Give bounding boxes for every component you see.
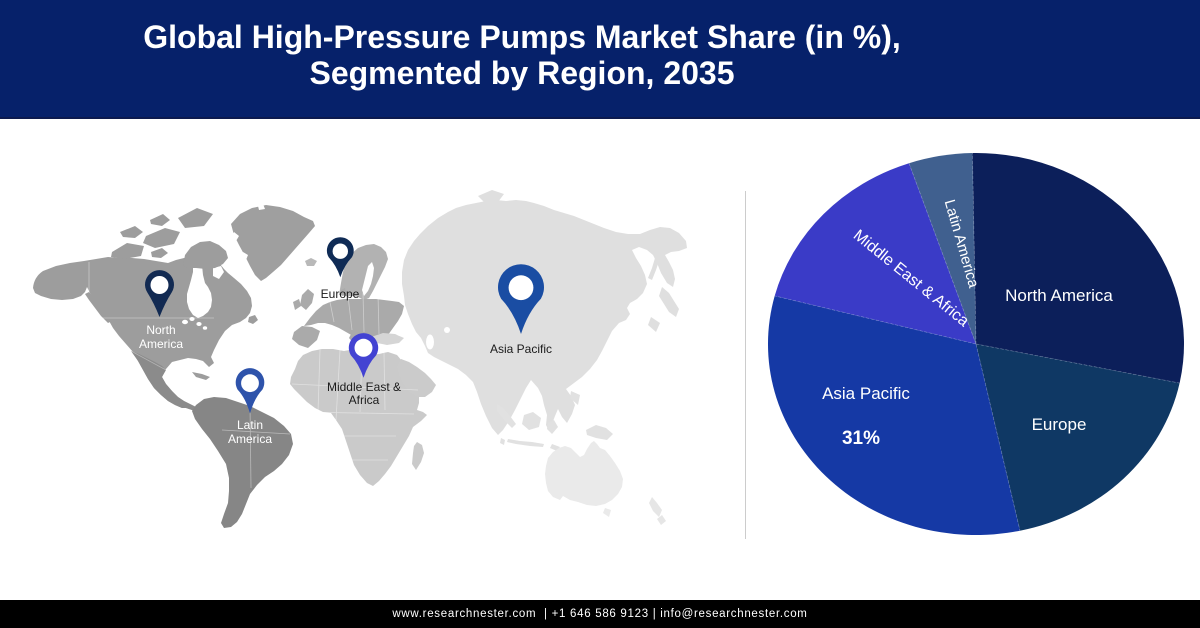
svg-text:Latin: Latin bbox=[237, 418, 263, 432]
svg-text:Europe: Europe bbox=[1032, 415, 1087, 434]
svg-text:Africa: Africa bbox=[349, 393, 380, 407]
svg-text:North: North bbox=[146, 323, 175, 337]
svg-text:Middle East &: Middle East & bbox=[327, 380, 401, 394]
svg-text:Asia Pacific: Asia Pacific bbox=[490, 342, 552, 356]
svg-text:31%: 31% bbox=[842, 428, 880, 449]
svg-text:Europe: Europe bbox=[321, 287, 360, 301]
svg-text:Asia Pacific: Asia Pacific bbox=[822, 384, 910, 403]
svg-text:America: America bbox=[228, 432, 272, 446]
svg-text:North America: North America bbox=[1005, 286, 1113, 305]
svg-text:America: America bbox=[139, 337, 183, 351]
